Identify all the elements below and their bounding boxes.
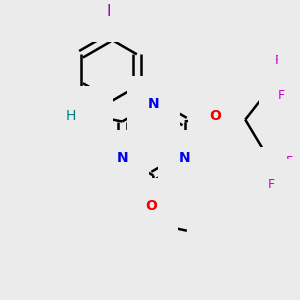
Text: F: F (297, 71, 300, 85)
Text: N: N (179, 151, 190, 164)
Text: H: H (66, 109, 76, 123)
Text: O: O (209, 109, 221, 123)
Text: I: I (107, 4, 111, 19)
Text: O: O (146, 199, 158, 213)
Text: N: N (148, 97, 159, 110)
Text: F: F (268, 178, 275, 190)
Text: F: F (248, 166, 254, 179)
Text: N: N (80, 107, 92, 121)
Text: N: N (116, 151, 128, 164)
Text: F: F (285, 155, 292, 168)
Text: F: F (278, 88, 285, 101)
Text: F: F (275, 54, 282, 68)
